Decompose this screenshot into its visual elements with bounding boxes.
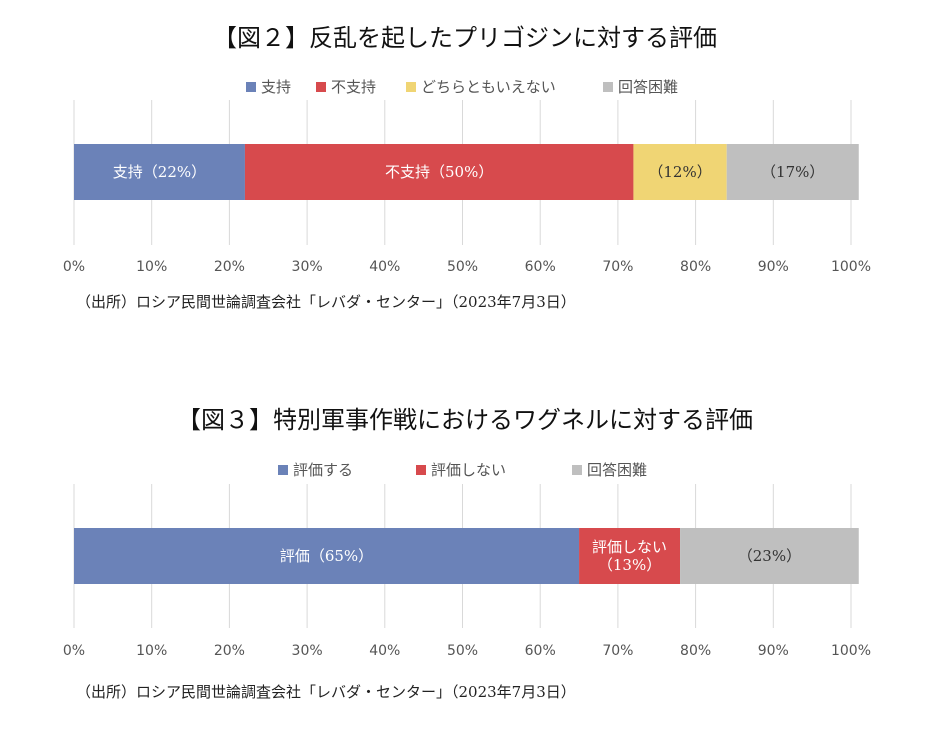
- x-tick-label: 0%: [63, 259, 85, 275]
- legend-entry: 評価する: [293, 461, 353, 479]
- data-label: （23%）: [738, 547, 801, 565]
- data-label: 評価しない（13%）: [592, 538, 667, 574]
- legend-entry: 回答困難: [587, 461, 647, 479]
- legend-swatch: [246, 82, 256, 92]
- data-label: （12%）: [648, 163, 711, 181]
- bar-segment: [74, 528, 580, 584]
- legend-entry: 支持: [261, 78, 291, 96]
- x-tick-label: 20%: [214, 643, 245, 659]
- x-tick-label: 80%: [680, 643, 711, 659]
- x-tick-label: 70%: [602, 643, 633, 659]
- data-label: 支持（22%）: [113, 163, 206, 181]
- legend-entry: 回答困難: [618, 78, 678, 96]
- x-tick-label: 50%: [447, 259, 478, 275]
- legend-entry: どちらともいえない: [421, 78, 556, 96]
- legend-swatch: [603, 82, 613, 92]
- x-tick-label: 40%: [369, 259, 400, 275]
- x-tick-label: 80%: [680, 259, 711, 275]
- x-tick-label: 20%: [214, 259, 245, 275]
- x-tick-label: 10%: [136, 643, 167, 659]
- chart-title: 【図２】反乱を起したプリゴジンに対する評価: [213, 24, 717, 52]
- data-label: 不支持（50%）: [385, 163, 493, 181]
- legend-entry: 評価しない: [431, 461, 506, 479]
- x-tick-label: 60%: [525, 259, 556, 275]
- x-tick-label: 40%: [369, 643, 400, 659]
- x-tick-label: 70%: [602, 259, 633, 275]
- x-tick-label: 90%: [758, 643, 789, 659]
- legend-swatch: [572, 465, 582, 475]
- bar-segment: [579, 528, 681, 584]
- x-tick-label: 30%: [292, 643, 323, 659]
- bar-segment: [633, 144, 727, 200]
- data-label: （17%）: [761, 163, 824, 181]
- x-tick-label: 50%: [447, 643, 478, 659]
- source-note: （出所）ロシア民間世論調査会社「レバダ・センター」（2023年7月3日）: [76, 293, 576, 311]
- legend-swatch: [406, 82, 416, 92]
- x-tick-label: 30%: [292, 259, 323, 275]
- x-tick-label: 100%: [831, 643, 871, 659]
- x-tick-label: 10%: [136, 259, 167, 275]
- x-tick-label: 100%: [831, 259, 871, 275]
- bar-segment: [680, 528, 859, 584]
- bar-segment: [74, 144, 245, 200]
- bar-segment: [726, 144, 859, 200]
- legend-entry: 不支持: [331, 78, 376, 96]
- bar-segment: [244, 144, 634, 200]
- legend-swatch: [316, 82, 326, 92]
- legend-swatch: [416, 465, 426, 475]
- x-tick-label: 60%: [525, 643, 556, 659]
- data-label: 評価（65%）: [280, 547, 373, 565]
- x-tick-label: 0%: [63, 643, 85, 659]
- x-tick-label: 90%: [758, 259, 789, 275]
- chart-title: 【図３】特別軍事作戦におけるワグネルに対する評価: [177, 406, 753, 434]
- legend-swatch: [278, 465, 288, 475]
- source-note: （出所）ロシア民間世論調査会社「レバダ・センター」（2023年7月3日）: [76, 683, 576, 701]
